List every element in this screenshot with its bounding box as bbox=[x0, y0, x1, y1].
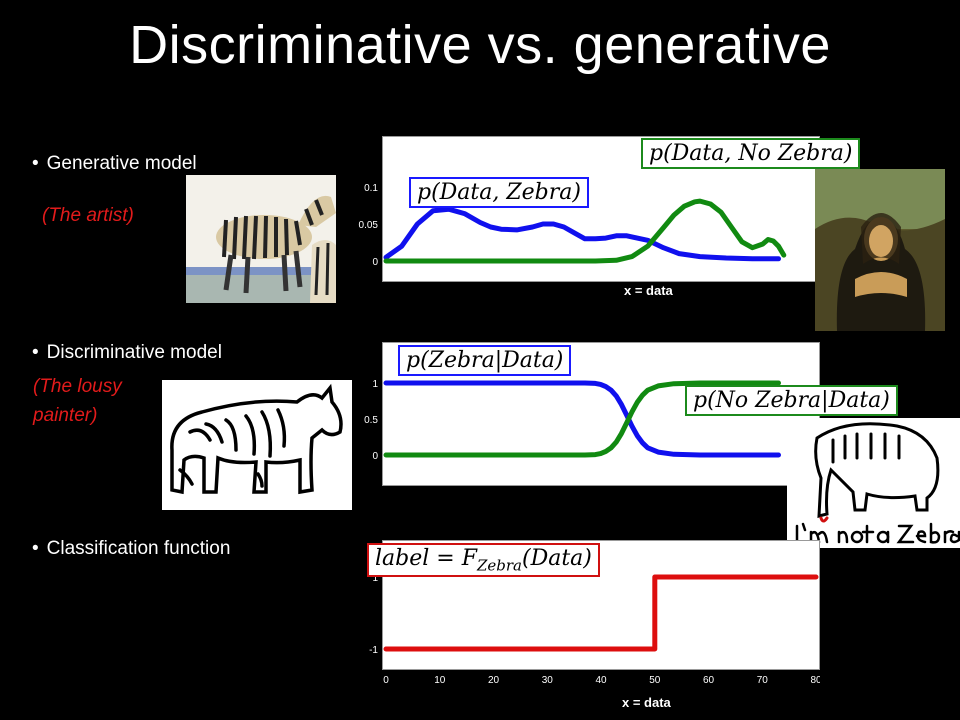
chart-classification-yticks: -1 1 bbox=[369, 573, 378, 656]
x-tick-label: 20 bbox=[485, 269, 497, 280]
formula-label-main: label = F bbox=[375, 546, 477, 571]
chart-classification-xticks: 0 10 20 30 40 50 60 70 80 bbox=[383, 675, 820, 686]
x-tick-label: 40 bbox=[590, 461, 602, 472]
x-tick-label: 0 bbox=[383, 269, 389, 280]
x-tick-label: 70 bbox=[757, 675, 769, 686]
chart-classification-xlabel: x = data bbox=[622, 695, 671, 710]
y-tick-label: 0 bbox=[372, 257, 378, 268]
chart-classification-svg bbox=[383, 541, 819, 669]
chart-discriminative-xticks: 0 10 20 30 40 50 60 70 bbox=[383, 461, 759, 472]
elephant-drawing bbox=[787, 418, 960, 548]
formula-p-zebra-given-data: p(Zebra|Data) bbox=[398, 345, 572, 376]
x-tick-label: 10 bbox=[434, 675, 446, 686]
formula-label-f-zebra: label = FZebra(Data) bbox=[367, 543, 600, 578]
bullet-dot: • bbox=[32, 153, 39, 174]
y-tick-label: 1 bbox=[372, 379, 378, 390]
formula-label-tail: (Data) bbox=[522, 546, 592, 571]
bullet-text: Generative model bbox=[46, 153, 197, 174]
mona-lisa-painting bbox=[815, 169, 945, 331]
y-tick-label: -1 bbox=[369, 645, 378, 656]
x-tick-label: 10 bbox=[433, 269, 445, 280]
chart-generative-xticks: 0 10 20 30 40 50 60 70 bbox=[383, 269, 759, 280]
x-tick-label: 30 bbox=[537, 269, 549, 280]
formula-label-subscript: Zebra bbox=[476, 556, 522, 575]
y-tick-label: 1 bbox=[372, 573, 378, 584]
generative-note: (The artist) bbox=[42, 205, 134, 226]
bullet-text: Classification function bbox=[46, 538, 231, 559]
x-tick-label: 20 bbox=[488, 675, 500, 686]
formula-p-data-no-zebra: p(Data, No Zebra) bbox=[641, 138, 861, 169]
series-line-0-0 bbox=[383, 206, 781, 262]
x-tick-label: 40 bbox=[595, 675, 607, 686]
bullet-discriminative-model: • Discriminative model bbox=[32, 342, 222, 364]
x-tick-label: 70 bbox=[747, 461, 759, 472]
bullet-text: Discriminative model bbox=[46, 342, 222, 363]
x-tick-label: 60 bbox=[703, 675, 715, 686]
x-tick-label: 10 bbox=[433, 461, 445, 472]
formula-p-no-zebra-given-data: p(No Zebra|Data) bbox=[685, 385, 898, 416]
page-title: Discriminative vs. generative bbox=[129, 15, 831, 75]
bullet-classification-function: • Classification function bbox=[32, 538, 230, 560]
zebra-drawing bbox=[162, 380, 352, 510]
x-tick-label: 0 bbox=[383, 675, 389, 686]
x-tick-label: 0 bbox=[383, 461, 389, 472]
y-tick-label: 0.1 bbox=[364, 183, 378, 194]
x-tick-label: 30 bbox=[537, 461, 549, 472]
formula-p-data-zebra: p(Data, Zebra) bbox=[409, 177, 589, 208]
series-line-0-1 bbox=[383, 198, 787, 264]
x-tick-label: 80 bbox=[810, 675, 820, 686]
zebra-photo bbox=[186, 175, 336, 303]
x-tick-label: 50 bbox=[649, 675, 661, 686]
discriminative-note: (The lousy painter) bbox=[33, 372, 122, 430]
x-tick-label: 60 bbox=[694, 269, 706, 280]
bullet-dot: • bbox=[32, 538, 39, 559]
chart-discriminative-yticks: 00.51 bbox=[364, 379, 378, 462]
x-tick-label: 40 bbox=[590, 269, 602, 280]
chart-discriminative-xlabel: x = data bbox=[624, 472, 673, 487]
series-line-2-0 bbox=[383, 574, 819, 652]
x-tick-label: 50 bbox=[642, 269, 654, 280]
chart-generative-yticks: 0 0.05 0.1 bbox=[359, 183, 379, 268]
y-tick-label: 0.05 bbox=[359, 220, 379, 231]
y-tick-label: 0 bbox=[372, 451, 378, 462]
series-line-1-1 bbox=[383, 380, 781, 458]
series-line-1-0 bbox=[383, 380, 781, 458]
bullet-generative-model: • Generative model bbox=[32, 153, 197, 175]
x-tick-label: 50 bbox=[642, 461, 654, 472]
x-tick-label: 20 bbox=[485, 461, 497, 472]
x-tick-label: 70 bbox=[747, 269, 759, 280]
discriminative-note-line-2: painter) bbox=[33, 405, 98, 426]
x-tick-label: 30 bbox=[542, 675, 554, 686]
x-tick-label: 60 bbox=[694, 461, 706, 472]
chart-generative-xlabel: x = data bbox=[624, 283, 673, 298]
bullet-dot: • bbox=[32, 342, 39, 363]
discriminative-note-line-1: (The lousy bbox=[33, 376, 122, 397]
y-tick-label: 0.5 bbox=[364, 415, 378, 426]
